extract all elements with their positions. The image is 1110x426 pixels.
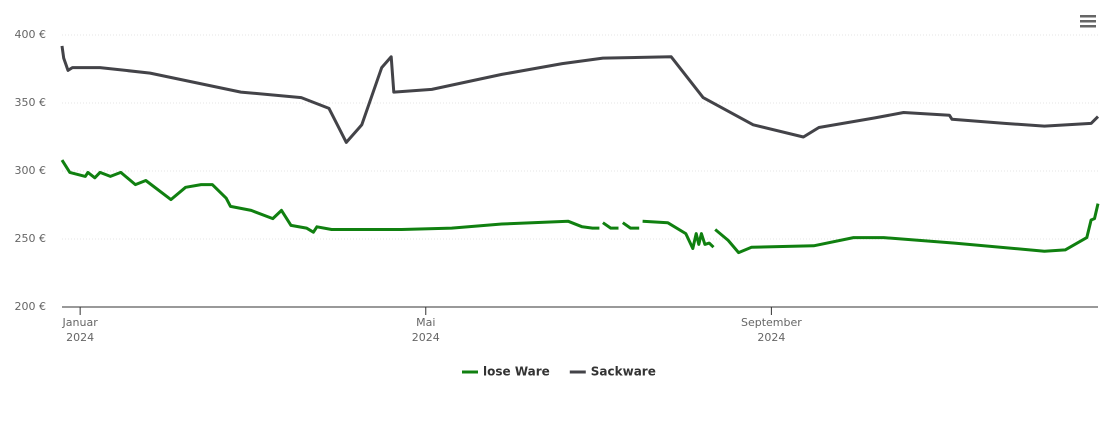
y-tick-label: 350 € xyxy=(15,96,47,109)
y-tick-label: 200 € xyxy=(15,300,47,313)
legend-label: Sackware xyxy=(591,365,656,379)
x-tick-label: Mai 2024 xyxy=(412,316,440,344)
x-tick-label: September 2024 xyxy=(741,316,802,344)
legend-item[interactable]: Sackware xyxy=(569,365,656,379)
legend-label: lose Ware xyxy=(483,365,550,379)
y-tick-label: 300 € xyxy=(15,164,47,177)
y-tick-label: 250 € xyxy=(15,232,47,245)
legend-item[interactable]: lose Ware xyxy=(462,365,550,379)
y-tick-label: 400 € xyxy=(15,28,47,41)
menu-button[interactable] xyxy=(1080,15,1096,28)
x-tick-label: Januar 2024 xyxy=(62,316,99,344)
series-line xyxy=(60,45,1100,144)
series-line xyxy=(60,159,1100,255)
